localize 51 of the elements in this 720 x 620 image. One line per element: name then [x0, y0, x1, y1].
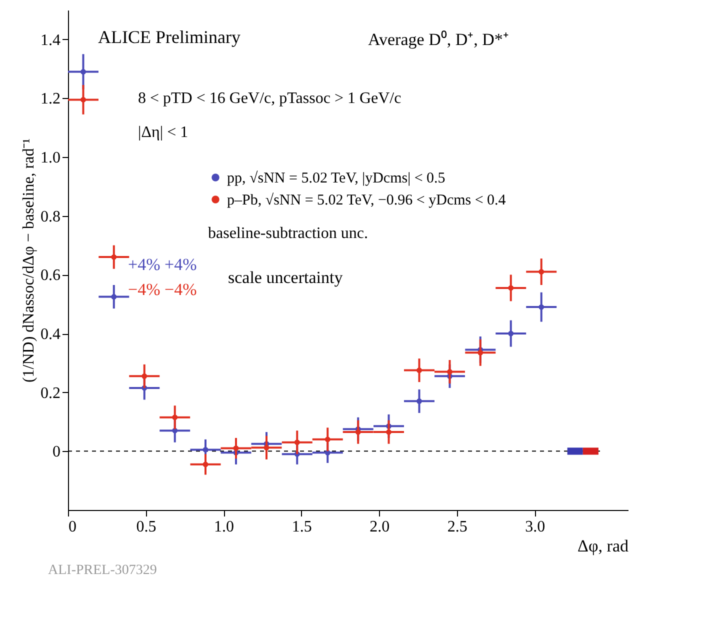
annotation: scale uncertainty	[228, 268, 344, 287]
point	[538, 269, 544, 274]
point	[508, 285, 514, 291]
point	[508, 330, 514, 336]
y-tick-label: 0	[52, 444, 60, 461]
y-tick-label: 0.8	[40, 208, 60, 226]
x-tick-label: 2.5	[447, 518, 468, 536]
x-tick-label: 3.0	[525, 518, 546, 536]
point	[416, 368, 422, 374]
point	[111, 254, 117, 260]
point	[355, 429, 361, 435]
text: ALI-PREL-307329	[48, 563, 157, 578]
point	[172, 414, 178, 420]
point	[478, 350, 484, 356]
point	[202, 462, 208, 468]
legend-label: pp, √sNN = 5.02 TeV, |yDcms| < 0.5	[227, 170, 446, 186]
annotation: |Δη| < 1	[138, 124, 188, 141]
point	[294, 440, 300, 446]
y-tick-label: 0.2	[40, 384, 60, 402]
point	[80, 69, 86, 74]
x-tick-label: 1.5	[292, 518, 312, 536]
point	[111, 294, 117, 300]
y-tick-label: 1.2	[40, 90, 60, 108]
point	[324, 436, 330, 442]
x-tick-label: 1.0	[214, 518, 234, 536]
annotation: −4% −4%	[128, 280, 197, 299]
y-axis-title: (1/ND) dNassoc/dΔφ − baseline, rad⁻¹	[20, 138, 38, 383]
annotation: Average D⁰, D⁺, D*⁺	[368, 30, 509, 49]
x-tick-label: 2.0	[370, 518, 390, 536]
point	[202, 446, 208, 452]
y-tick-label: 1.0	[40, 150, 60, 167]
point	[264, 444, 270, 450]
x-tick-label: 0	[68, 518, 76, 536]
y-tick-label: 0.6	[40, 267, 60, 284]
point	[233, 446, 239, 451]
x-tick-label: 0.5	[136, 518, 156, 536]
point	[142, 373, 148, 379]
annotation: ALICE Preliminary	[98, 27, 240, 47]
annotation: 8 < pTD < 16 GeV/c, pTassoc > 1 GeV/c	[138, 90, 402, 107]
point	[446, 369, 452, 374]
point	[324, 450, 330, 456]
y-tick-label: 1.4	[40, 32, 60, 49]
point	[416, 398, 422, 404]
point	[538, 304, 544, 310]
annotation: +4% +4%	[128, 255, 197, 274]
point	[80, 96, 86, 102]
y-tick-label: 0.4	[40, 326, 60, 344]
annotation: baseline-subtraction unc.	[208, 225, 368, 242]
legend-label: p–Pb, √sNN = 5.02 TeV, −0.96 < yDcms < 0.4	[227, 192, 506, 208]
point	[386, 429, 392, 435]
x-axis-title: Δφ, rad	[578, 536, 629, 556]
